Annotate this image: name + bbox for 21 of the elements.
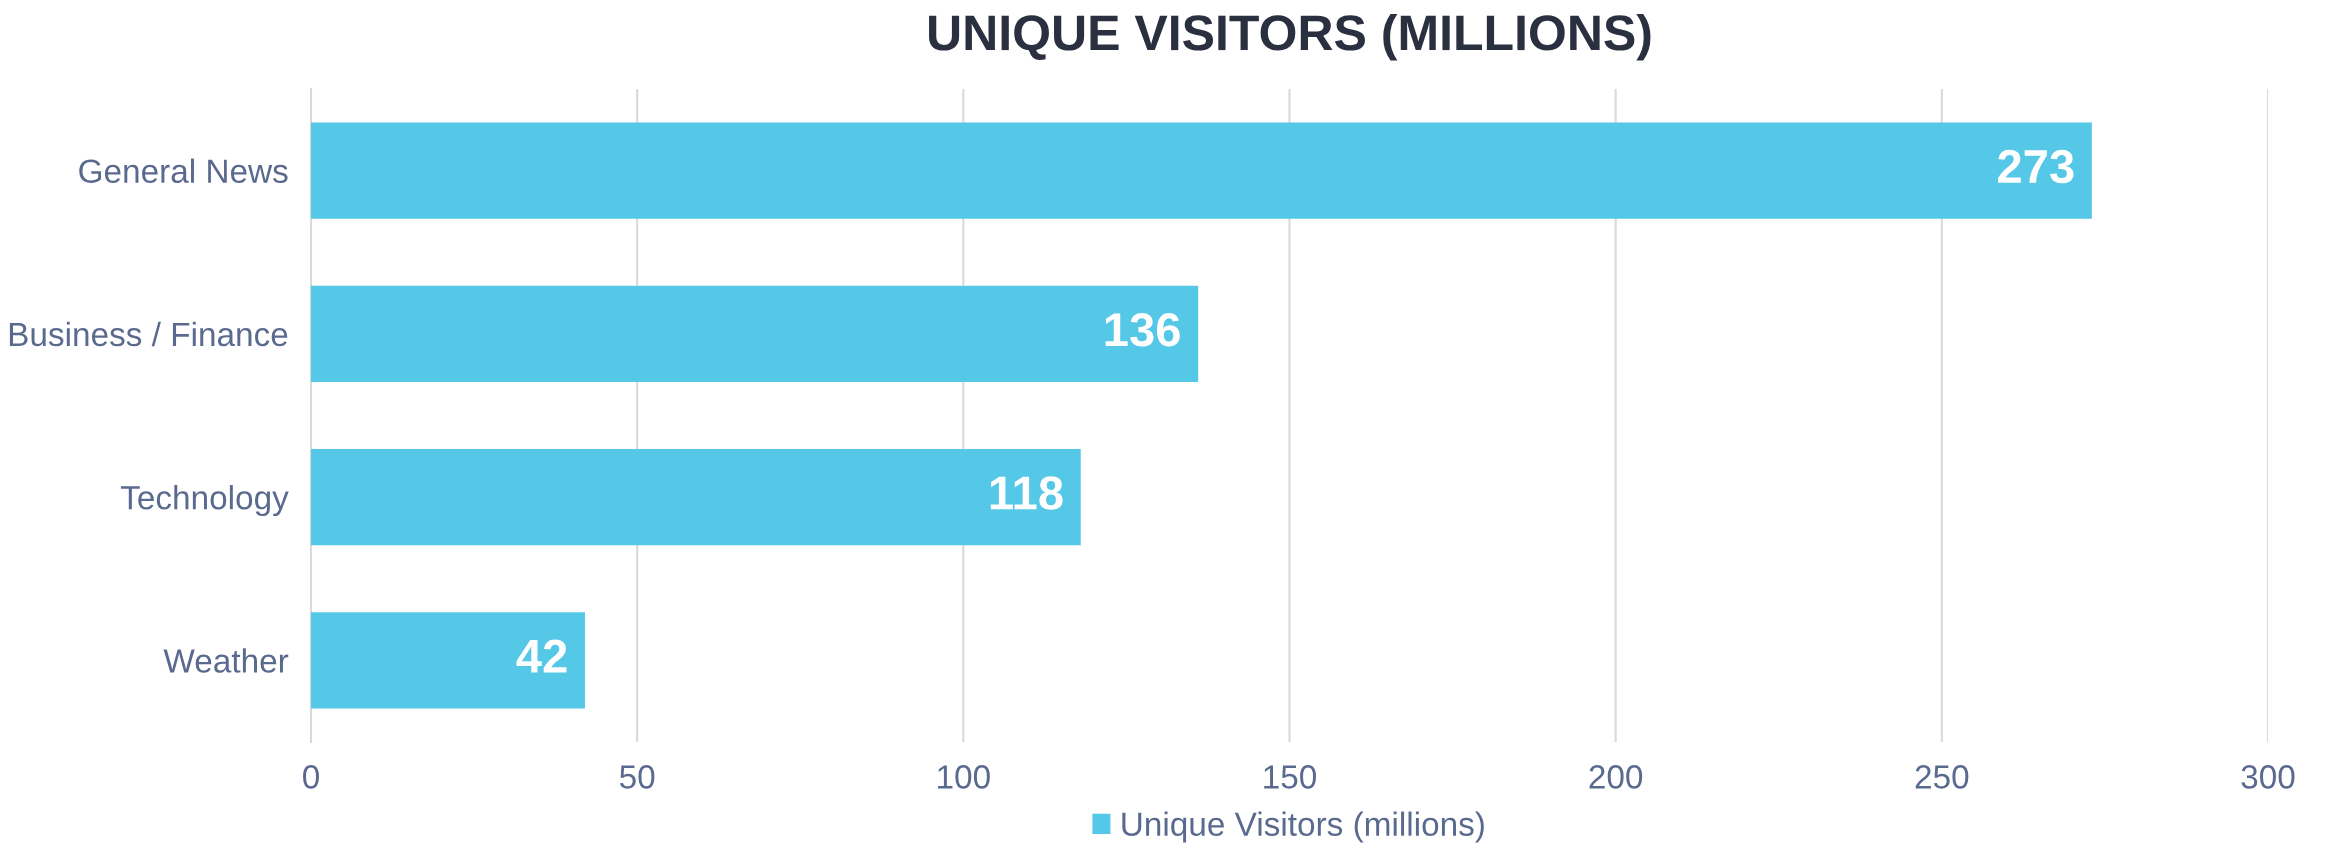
x-tick-label: 100 — [938, 765, 990, 789]
y-tick-label: Technology — [120, 485, 289, 517]
chart-title: UNIQUE VISITORS (MILLIONS) — [929, 13, 1651, 61]
bar — [311, 285, 1199, 383]
legend-label: Unique Visitors (millions) — [1122, 811, 1484, 843]
data-label: 118 — [990, 476, 1063, 510]
bar — [311, 122, 2092, 219]
bar — [311, 612, 585, 709]
y-tick-label: Business / Finance — [9, 321, 288, 347]
data-label: 273 — [1998, 149, 2074, 184]
x-tick-label: 150 — [1264, 765, 1317, 789]
x-tick-label: 250 — [1915, 765, 1969, 789]
data-label: 42 — [516, 639, 567, 673]
x-tick-label: 50 — [619, 765, 655, 789]
x-tick-label: 200 — [1589, 765, 1643, 789]
y-tick-label: Weather — [163, 648, 289, 673]
y-tick-label: General News — [79, 158, 288, 184]
bar — [311, 448, 1081, 546]
x-tick-label: 0 — [303, 765, 319, 789]
data-label: 136 — [1105, 313, 1180, 347]
x-tick-label: 300 — [2241, 765, 2295, 789]
